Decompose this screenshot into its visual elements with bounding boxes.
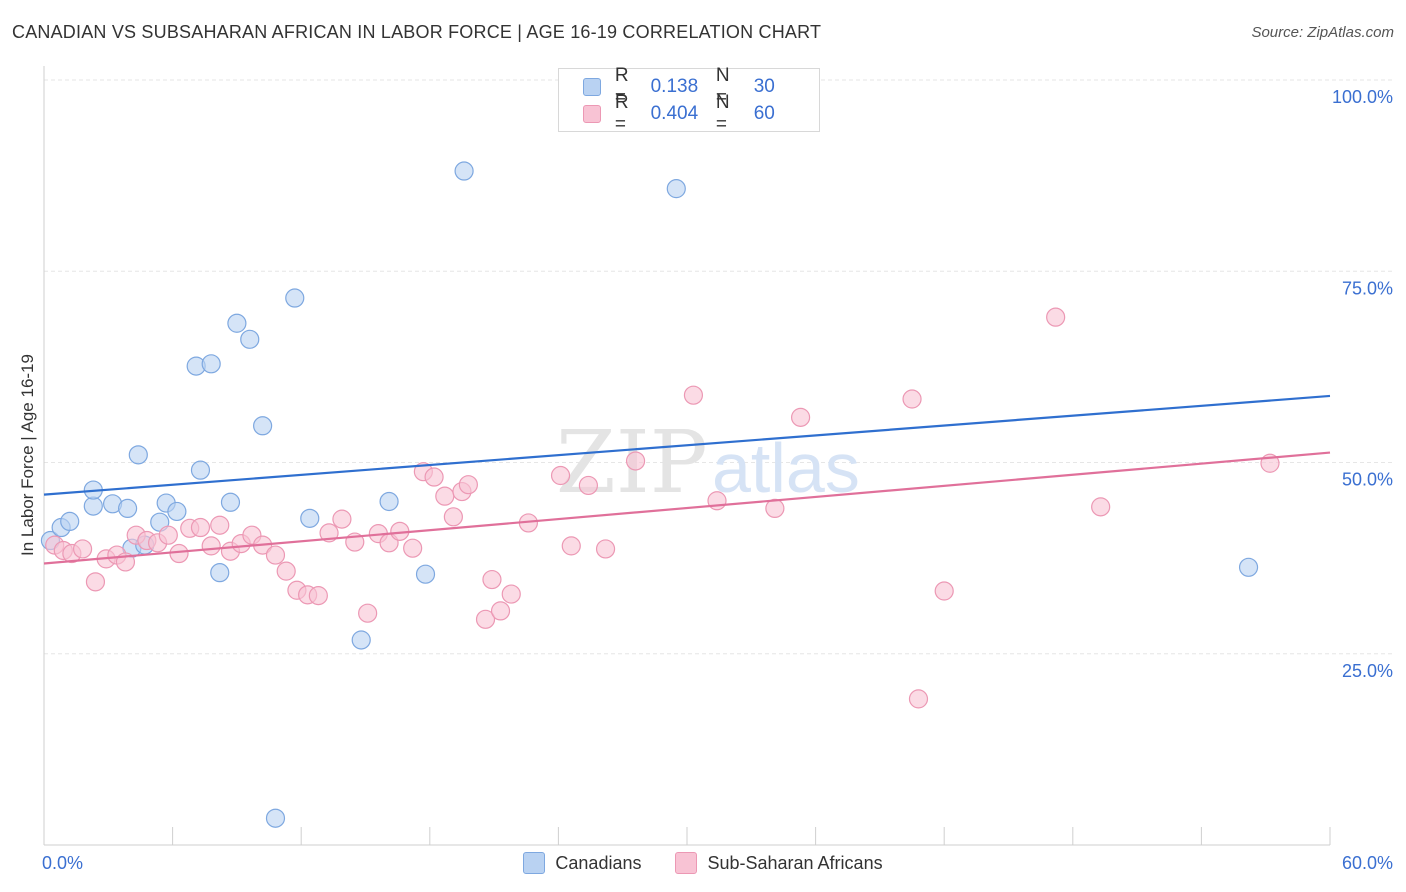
africans-point xyxy=(1046,307,1066,327)
canadians-point xyxy=(379,491,399,512)
canadians-point xyxy=(60,511,80,532)
r-value-africans: 0.404 xyxy=(650,103,699,124)
africans-point xyxy=(85,572,106,592)
canadians-point xyxy=(117,498,138,518)
africans-point xyxy=(443,507,463,527)
africans-point xyxy=(561,536,581,556)
x-tick-label: 60.0% xyxy=(1342,853,1393,873)
canadians-point xyxy=(666,179,686,199)
canadians-point xyxy=(454,161,474,181)
legend-item-canadians: Canadians xyxy=(523,852,641,874)
canadians-point xyxy=(240,329,260,349)
africans-point xyxy=(424,467,444,487)
y-tick-label: 50.0% xyxy=(1342,470,1393,490)
series-legend: Canadians Sub-Saharan Africans xyxy=(0,852,1406,874)
canadians-point xyxy=(351,630,371,650)
chart-title: CANADIAN VS SUBSAHARAN AFRICAN IN LABOR … xyxy=(12,22,822,42)
africans-point xyxy=(595,539,616,559)
africans-point xyxy=(158,525,178,545)
canadians-point xyxy=(201,354,221,374)
source-label: Source: ZipAtlas.com xyxy=(1251,24,1394,41)
africans-point xyxy=(190,517,211,538)
africans-point xyxy=(790,407,811,427)
canadians-point xyxy=(167,501,187,522)
legend-label-canadians: Canadians xyxy=(555,852,642,873)
n-label: N = xyxy=(715,92,730,135)
legend-row-canadians: R = 0.138 N = 30 xyxy=(583,65,819,108)
r-label: R = xyxy=(614,65,629,108)
n-value-canadians: 30 xyxy=(753,76,775,97)
africans-point xyxy=(435,486,455,506)
africans-trend-line xyxy=(43,451,1331,565)
africans-point xyxy=(625,451,646,471)
canadians-point xyxy=(83,496,103,516)
canadians-point xyxy=(300,508,320,528)
africans-swatch xyxy=(583,105,601,123)
r-label: R = xyxy=(614,92,629,135)
legend-label-africans: Sub-Saharan Africans xyxy=(707,852,883,873)
y-tick-label: 25.0% xyxy=(1342,661,1393,681)
canadians-point xyxy=(190,460,211,480)
canadians-point xyxy=(415,564,436,584)
africans-point xyxy=(475,609,496,629)
africans-point xyxy=(501,584,521,604)
africans-point xyxy=(1091,497,1111,517)
africans-point xyxy=(358,603,378,623)
x-tick-label: 0.0% xyxy=(42,853,83,873)
canadians-point xyxy=(220,492,241,512)
canadians-point xyxy=(128,445,148,465)
canadians-point xyxy=(253,416,273,436)
africans-point xyxy=(902,389,922,409)
africans-point xyxy=(490,601,511,621)
africans-point xyxy=(265,545,286,565)
legend-item-africans: Sub-Saharan Africans xyxy=(675,852,883,874)
africans-point xyxy=(169,543,189,564)
africans-point xyxy=(319,523,339,543)
africans-point xyxy=(908,689,929,709)
africans-point xyxy=(934,581,954,601)
canadians-swatch xyxy=(583,78,601,96)
canadians-trend-line xyxy=(43,394,1331,496)
y-tick-label: 100.0% xyxy=(1332,87,1393,107)
africans-point xyxy=(458,475,478,495)
n-value-africans: 60 xyxy=(753,103,775,124)
canadians-point xyxy=(227,313,247,333)
africans-point xyxy=(201,536,221,556)
africans-point xyxy=(482,569,502,590)
r-value-canadians: 0.138 xyxy=(650,76,699,97)
africans-point xyxy=(765,498,785,518)
correlation-legend: R = 0.138 N = 30 R = 0.404 N = 60 xyxy=(558,65,820,135)
africans-point xyxy=(72,539,93,559)
africans-legend-swatch xyxy=(675,852,698,874)
africans-point xyxy=(276,561,296,581)
canadians-point xyxy=(210,563,230,583)
y-axis-label: In Labor Force | Age 16-19 xyxy=(18,354,37,556)
legend-row-africans: R = 0.404 N = 60 xyxy=(583,92,819,135)
africans-point xyxy=(550,465,571,486)
y-tick-label: 75.0% xyxy=(1342,278,1393,298)
canadians-point xyxy=(285,288,305,308)
africans-point xyxy=(210,515,230,535)
africans-point xyxy=(403,538,423,558)
canadians-point xyxy=(265,808,286,828)
canadians-legend-swatch xyxy=(523,852,546,874)
n-label: N = xyxy=(715,65,730,108)
canadians-point xyxy=(1238,557,1259,577)
africans-point xyxy=(578,475,599,496)
africans-point xyxy=(332,509,352,529)
africans-point xyxy=(308,586,328,606)
africans-point xyxy=(683,385,704,405)
